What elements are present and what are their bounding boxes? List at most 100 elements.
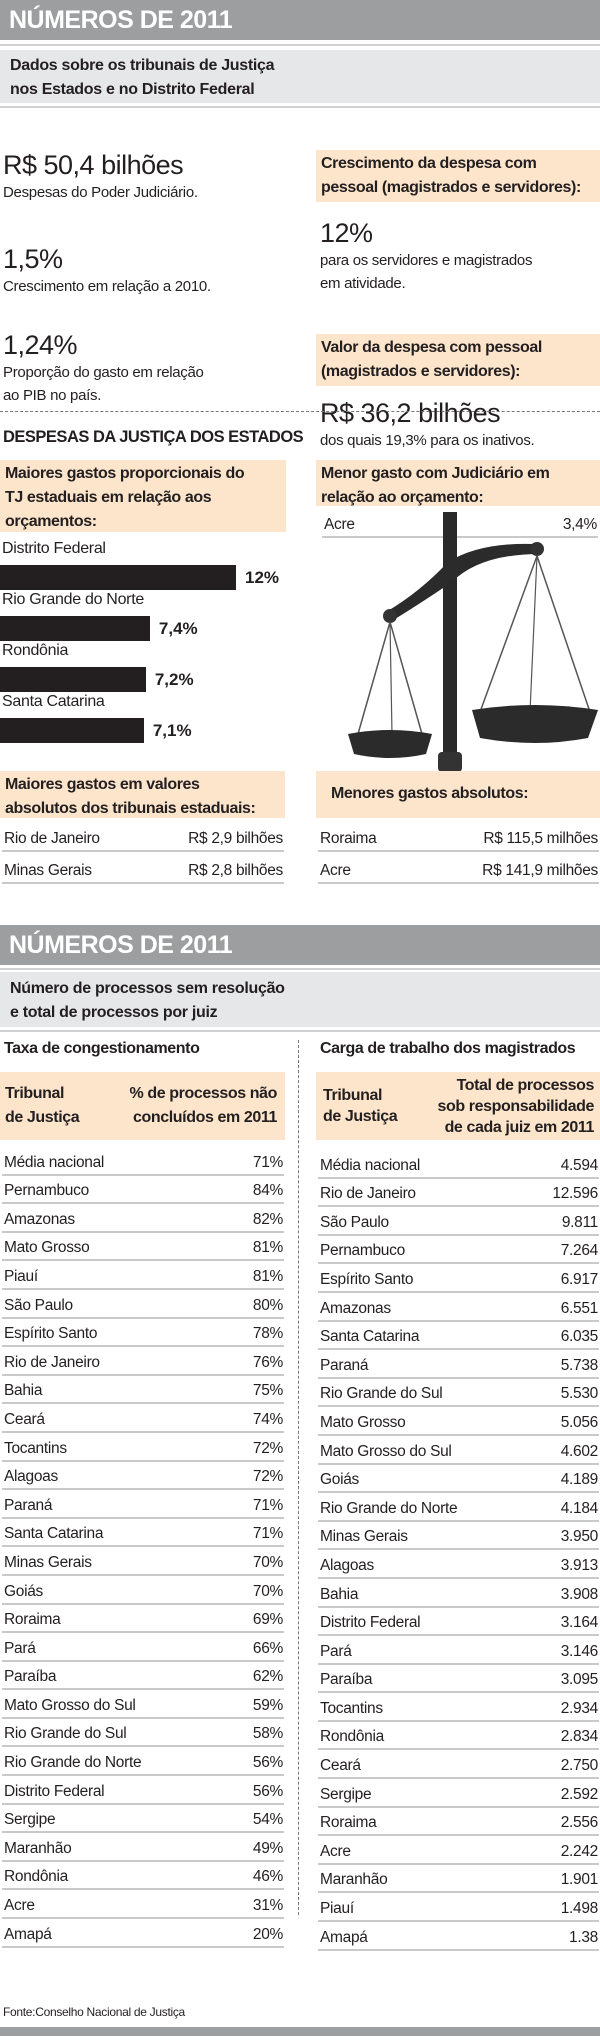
stat-value: R$ 36,2 bilhões: [320, 398, 501, 428]
subtitle-line: e total de processos por juiz: [10, 1004, 218, 1021]
state-name: Rio Grande do Sul: [4, 1725, 127, 1743]
state-value: 70%: [252, 1553, 283, 1571]
stat-personnel-growth: 12% para os servidores e magistrados em …: [320, 218, 532, 295]
bar-value-label: 7,2%: [154, 670, 194, 689]
table-row: Mato Grosso do Sul 4.602: [318, 1436, 599, 1465]
state-value: 2.592: [560, 1785, 599, 1803]
section-header: NÚMEROS DE 2011: [0, 0, 600, 40]
state-value: 5.738: [560, 1356, 599, 1374]
state-name: Pernambuco: [4, 1182, 89, 1200]
stat-value: R$ 50,4 bilhões: [3, 150, 184, 180]
state-name: Rio de Janeiro: [4, 1353, 100, 1371]
state-name: Sergipe: [4, 1811, 56, 1829]
min-absolute-list: Roraima R$ 115,5 milhões Acre R$ 141,9 mil…: [318, 823, 599, 884]
table-row: Roraima 2.556: [318, 1808, 599, 1837]
table-row: Alagoas 3.913: [318, 1550, 599, 1579]
state-name: Rondônia: [4, 1868, 68, 1886]
state-value: 5.530: [560, 1385, 599, 1403]
state-value: 2.934: [560, 1699, 599, 1717]
state-value: 78%: [252, 1325, 283, 1343]
state-name: Acre: [4, 1897, 35, 1915]
table-row: Amazonas 6.551: [318, 1293, 599, 1322]
table-row: Rio Grande do Sul 5.530: [318, 1379, 599, 1408]
title-line: absolutos dos tribunais estaduais:: [5, 800, 256, 817]
stat-desc: dos quais 19,3% para os inativos.: [320, 432, 535, 449]
title-line: Maiores gastos em valores: [5, 776, 200, 793]
stat-desc: para os servidores e magistrados: [320, 252, 533, 269]
state-name: Amazonas: [320, 1299, 391, 1317]
column-header-tribunal: Tribunal de Justiça: [323, 1087, 398, 1125]
bar-value-label: 7,4%: [158, 619, 198, 638]
table-row: Pernambuco 7.264: [318, 1236, 599, 1265]
state-value: 20%: [252, 1925, 283, 1943]
bar-label: Santa Catarina: [2, 693, 105, 710]
state-name: Distrito Federal: [4, 1782, 105, 1800]
state-value: 7.264: [560, 1242, 599, 1260]
state-name: Bahia: [320, 1585, 359, 1603]
table-row: Amazonas 82%: [2, 1204, 284, 1233]
state-name: Sergipe: [320, 1785, 372, 1803]
state-name: Piauí: [320, 1900, 354, 1918]
title-line: pessoal (magistrados e servidores):: [321, 179, 581, 196]
state-name: Média nacional: [320, 1156, 421, 1174]
section-subtitle: Dados sobre os tribunais de Justiça nos …: [0, 50, 600, 103]
state-name: Tocantins: [4, 1439, 67, 1457]
bar-label: Rondônia: [2, 642, 69, 659]
state-value: 71%: [252, 1153, 283, 1171]
state-value: 71%: [252, 1525, 283, 1543]
state-value: 4.602: [560, 1442, 599, 1460]
state-name: Rio Grande do Sul: [320, 1385, 443, 1403]
stat-growth: 1,5% Crescimento em relação a 2010.: [3, 244, 211, 298]
table-row: Acre 2.242: [318, 1836, 599, 1865]
state-value: 54%: [252, 1811, 283, 1829]
state-name: Rondônia: [320, 1728, 384, 1746]
table-row: São Paulo 80%: [2, 1290, 284, 1319]
title-line: (magistrados e servidores):: [321, 363, 521, 380]
state-value: 56%: [252, 1782, 283, 1800]
bar: [0, 616, 150, 641]
state-name: Amazonas: [4, 1210, 75, 1228]
state-value: 1.38: [569, 1928, 598, 1946]
state-value: 49%: [252, 1839, 283, 1857]
proportional-title: Maiores gastos proporcionais do TJ estad…: [0, 460, 286, 532]
state-value: 6.917: [560, 1270, 599, 1288]
bar-value-label: 12%: [245, 568, 280, 587]
state-value: 3.913: [560, 1556, 599, 1574]
stat-value: 12%: [320, 218, 373, 248]
state-name: Média nacional: [4, 1153, 105, 1171]
state-name: Roraima: [4, 1611, 61, 1629]
table-row: Média nacional 4.594: [318, 1150, 599, 1179]
table-row: Roraima 69%: [2, 1605, 284, 1634]
state-name: Pará: [4, 1639, 36, 1657]
workload-table: Média nacional 4.594 Rio de Janeiro 12.596 S…: [318, 1150, 599, 1951]
state-value: 3.095: [560, 1671, 599, 1689]
state-name: Roraima: [320, 829, 377, 847]
stat-desc: em atividade.: [320, 275, 406, 292]
state-name: Acre: [320, 861, 351, 879]
state-value: 72%: [252, 1439, 283, 1457]
table-row: Bahia 3.908: [318, 1579, 599, 1608]
section-subtitle: Número de processos sem resolução e tota…: [0, 972, 600, 1027]
stat-total-expenses: R$ 50,4 bilhões Despesas do Poder Judici…: [3, 150, 198, 204]
bar-label: Rio Grande do Norte: [2, 591, 144, 608]
state-value: 1.498: [560, 1900, 599, 1918]
table-row: Pará 3.146: [318, 1636, 599, 1665]
stat-value: 1,24%: [3, 330, 78, 360]
state-value: 70%: [252, 1582, 283, 1600]
table-row: Pernambuco 84%: [2, 1176, 284, 1205]
state-value: 4.184: [560, 1499, 599, 1517]
congestion-table: Média nacional 71% Pernambuco 84% Amazonas 82…: [2, 1147, 284, 1948]
state-value: 4.189: [560, 1471, 599, 1489]
lowest-spending-title: Menor gasto com Judiciário em relação ao…: [316, 460, 600, 506]
scales-of-justice-icon: [348, 512, 598, 772]
max-absolute-title: Maiores gastos em valores absolutos dos …: [0, 771, 285, 818]
state-value: 72%: [252, 1468, 283, 1486]
table-row: Maranhão 1.901: [318, 1865, 599, 1894]
table-row: Minas Gerais 3.950: [318, 1522, 599, 1551]
state-value: 69%: [252, 1611, 283, 1629]
table-row: Acre 31%: [2, 1890, 284, 1920]
state-value: 12.596: [552, 1185, 598, 1203]
state-value: 3.908: [560, 1585, 599, 1603]
personnel-value-title: Valor da despesa com pessoal (magistrado…: [316, 334, 600, 386]
list-item: Roraima R$ 115,5 milhões: [318, 823, 599, 852]
